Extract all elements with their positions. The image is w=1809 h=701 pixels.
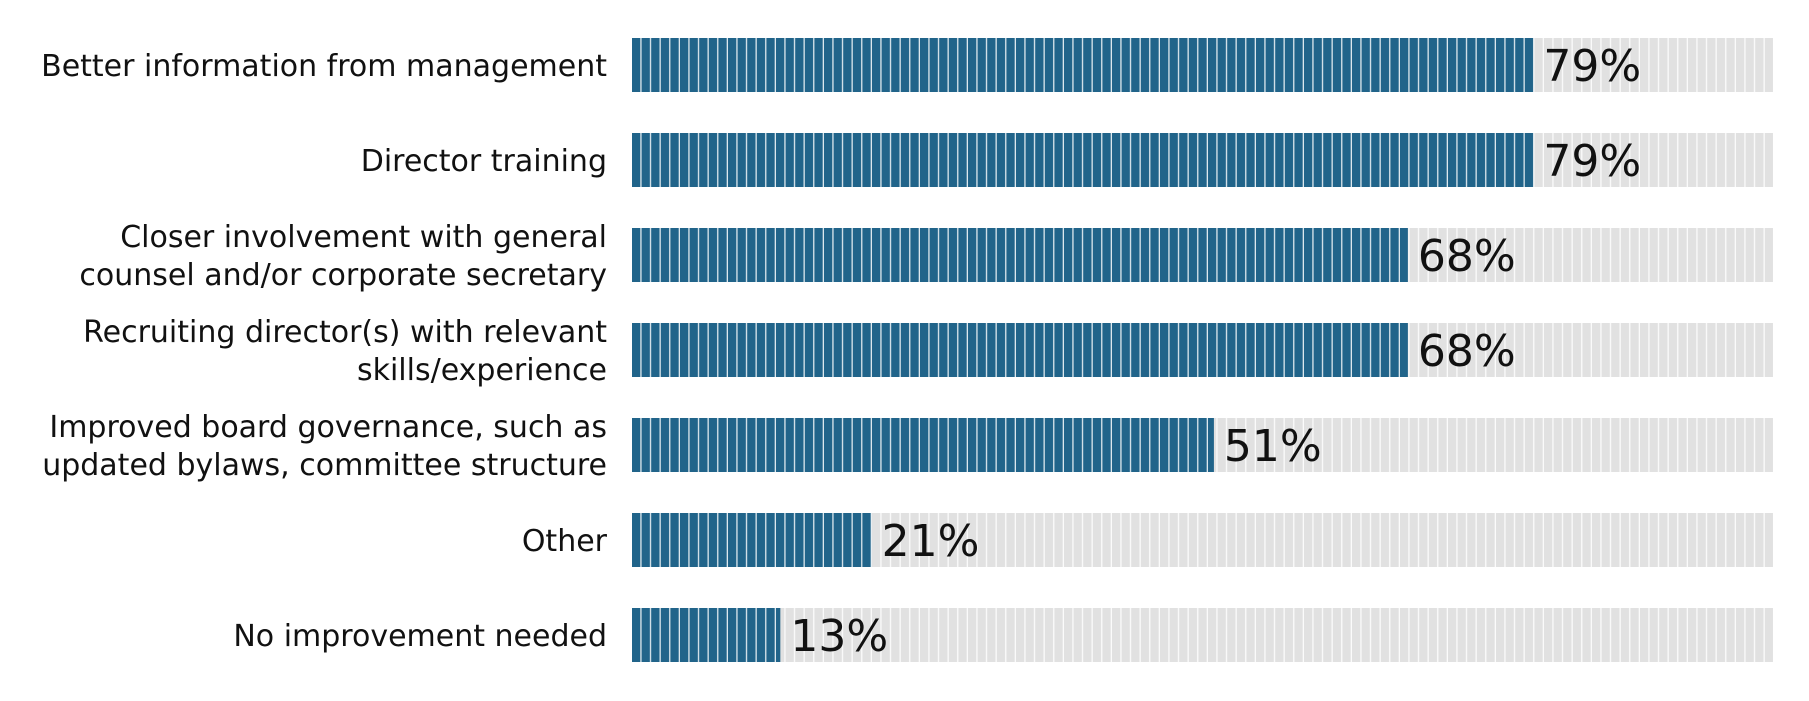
category-label-line: Other	[522, 524, 608, 559]
value-label: 68%	[1418, 326, 1516, 377]
bar	[632, 323, 1408, 377]
value-label: 13%	[790, 611, 888, 662]
bar-track	[632, 608, 1773, 662]
value-label: 79%	[1543, 136, 1641, 187]
category-label: Director training	[361, 144, 607, 179]
value-label: 68%	[1418, 231, 1516, 282]
category-label: Recruiting director(s) with relevant skil…	[83, 315, 607, 388]
category-label-line: Closer involvement with general	[120, 220, 607, 255]
category-label: Better information from management	[41, 49, 607, 84]
value-label: 79%	[1543, 41, 1641, 92]
category-label: Improved board governance, such as update…	[42, 410, 607, 483]
value-label: 21%	[882, 516, 980, 567]
category-label: Closer involvement with general counsel a…	[79, 220, 607, 293]
bar	[632, 38, 1534, 92]
bar	[632, 133, 1534, 187]
category-label: No improvement needed	[233, 619, 607, 654]
category-label-line: Recruiting director(s) with relevant	[83, 315, 607, 350]
bar	[632, 418, 1214, 472]
category-label: Other	[522, 524, 608, 559]
category-label-line: Improved board governance, such as	[49, 410, 607, 445]
category-label-line: skills/experience	[357, 353, 607, 388]
category-label-line: Better information from management	[41, 49, 607, 84]
category-label-line: No improvement needed	[233, 619, 607, 654]
category-label-line: Director training	[361, 144, 607, 179]
value-label: 51%	[1224, 421, 1322, 472]
bar	[632, 608, 781, 662]
category-label-line: counsel and/or corporate secretary	[79, 258, 607, 293]
bar	[632, 228, 1408, 282]
category-label-line: updated bylaws, committee structure	[42, 448, 607, 483]
bar	[632, 513, 872, 567]
